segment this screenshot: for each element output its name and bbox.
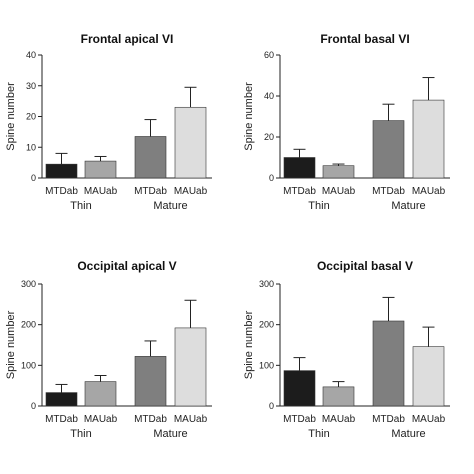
- y-tick-label: 30: [26, 81, 36, 91]
- category-label: MTDab: [283, 414, 316, 425]
- y-tick-label: 0: [269, 401, 274, 411]
- bar-mauab-thin: [84, 381, 117, 407]
- category-label: MTDab: [134, 186, 167, 197]
- y-axis-label: Spine number: [243, 310, 255, 379]
- group-label-thin: Thin: [70, 428, 91, 440]
- category-label: MAUab: [84, 186, 118, 197]
- bar-mauab-thin: [84, 160, 117, 179]
- chart-panel-1: Frontal apical VI Spine number 0 10 20 30 40 MT…: [5, 32, 212, 212]
- bar-mauab-mature: [412, 99, 445, 179]
- y-tick-label: 100: [259, 360, 274, 370]
- category-label: MTDab: [372, 414, 405, 425]
- y-tick-label: 300: [259, 279, 274, 289]
- chart-panel-2: Frontal basal VI Spine number 0 20 40 60 MTDab…: [243, 32, 450, 212]
- y-tick-label: 20: [26, 112, 36, 122]
- y-tick-label: 40: [26, 50, 36, 60]
- group-label-thin: Thin: [308, 200, 329, 212]
- bar-mauab-mature: [412, 346, 445, 407]
- chart-panel-3: Occipital apical V Spine number 0 100 200 300…: [5, 259, 212, 440]
- group-label-mature: Mature: [391, 428, 425, 440]
- y-tick-label: 10: [26, 142, 36, 152]
- y-axis-label: Spine number: [5, 310, 17, 379]
- bar-mtdab-mature: [134, 356, 167, 407]
- category-label: MTDab: [372, 186, 405, 197]
- category-label: MAUab: [84, 414, 118, 425]
- y-tick-label: 20: [264, 132, 274, 142]
- category-label: MAUab: [322, 414, 356, 425]
- category-label: MTDab: [134, 414, 167, 425]
- y-tick-label: 100: [21, 360, 36, 370]
- bar-mtdab-thin: [283, 157, 316, 179]
- bar-mauab-thin: [322, 386, 355, 407]
- category-label: MAUab: [412, 186, 446, 197]
- category-label: MAUab: [412, 414, 446, 425]
- bar-mauab-mature: [174, 327, 207, 407]
- chart-panel-4: Occipital basal V Spine number 0 100 200 300 M…: [243, 259, 450, 440]
- chart-title: Frontal basal VI: [320, 32, 409, 46]
- bar-mtdab-mature: [372, 320, 405, 407]
- chart-title: Frontal apical VI: [81, 32, 174, 46]
- y-tick-label: 0: [31, 401, 36, 411]
- category-label: MTDab: [45, 186, 78, 197]
- group-label-thin: Thin: [308, 428, 329, 440]
- chart-title: Occipital basal V: [317, 259, 413, 273]
- y-tick-label: 0: [269, 173, 274, 183]
- bar-mtdab-thin: [283, 370, 316, 407]
- group-label-mature: Mature: [153, 200, 187, 212]
- group-label-mature: Mature: [391, 200, 425, 212]
- bar-mauab-thin: [322, 165, 355, 179]
- y-tick-label: 40: [264, 91, 274, 101]
- bar-mtdab-mature: [134, 136, 167, 179]
- y-axis-label: Spine number: [243, 82, 255, 151]
- category-label: MAUab: [322, 186, 356, 197]
- category-label: MTDab: [283, 186, 316, 197]
- y-tick-label: 300: [21, 279, 36, 289]
- y-tick-label: 200: [21, 320, 36, 330]
- category-label: MAUab: [174, 186, 208, 197]
- y-tick-label: 0: [31, 173, 36, 183]
- bar-mtdab-thin: [45, 392, 78, 407]
- bar-mauab-mature: [174, 106, 207, 179]
- y-tick-label: 60: [264, 50, 274, 60]
- group-label-mature: Mature: [153, 428, 187, 440]
- chart-title: Occipital apical V: [77, 259, 176, 273]
- bar-mtdab-mature: [372, 120, 405, 179]
- category-label: MTDab: [45, 414, 78, 425]
- bar-mtdab-thin: [45, 163, 78, 179]
- y-tick-label: 200: [259, 320, 274, 330]
- y-axis-label: Spine number: [5, 82, 17, 151]
- category-label: MAUab: [174, 414, 208, 425]
- group-label-thin: Thin: [70, 200, 91, 212]
